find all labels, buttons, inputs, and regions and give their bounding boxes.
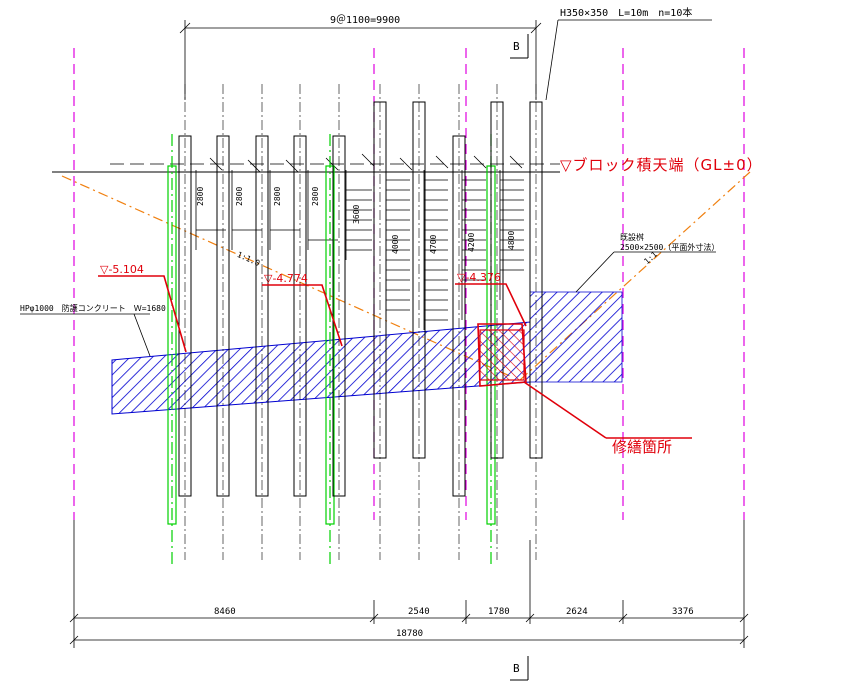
dim-total: 18780	[396, 629, 423, 639]
level-mid: ▽-4.774	[264, 272, 308, 285]
existing-shaft-hatch	[529, 291, 623, 383]
pile-spacing-label: 9＠1100=9900	[330, 14, 400, 26]
pile-spec-leader	[545, 19, 712, 101]
section-marker-bottom: B	[513, 662, 520, 675]
bottom-dimension-lines	[69, 520, 749, 648]
repair-area	[98, 275, 692, 439]
embed-length-9: 4800	[507, 231, 516, 250]
embed-length-labels: 2800 2800 2800 2800 3600 4000 4700 4200 …	[196, 187, 516, 254]
dim-3376: 3376	[672, 607, 694, 617]
embed-length-4: 2800	[311, 187, 320, 206]
excavation-steps	[195, 153, 524, 330]
pile-centerlines	[184, 84, 537, 560]
existing-shaft-size: 2500×2500（平面外寸法）	[620, 242, 719, 252]
embed-length-1: 2800	[196, 187, 205, 206]
hp-label: HPφ1000 防護コンクリート Ｗ=1680	[20, 303, 166, 313]
dim-2540: 2540	[408, 607, 430, 617]
embed-length-2: 2800	[235, 187, 244, 206]
embed-length-7: 4700	[429, 235, 438, 254]
section-marker-bottom-lines	[510, 656, 529, 681]
section-marker-top: B	[513, 40, 520, 53]
existing-shaft-leader	[575, 251, 716, 293]
embed-length-3: 2800	[273, 187, 282, 206]
pile-spec-label: H350×350 L=10m n=10本	[560, 6, 692, 19]
hp-concrete-band	[111, 321, 531, 415]
embed-length-8: 4200	[467, 233, 476, 252]
existing-shaft-label: 既設桝	[620, 232, 644, 242]
dim-2624: 2624	[566, 607, 588, 617]
repair-label: 修繕箇所	[612, 438, 672, 456]
level-left: ▽-5.104	[100, 263, 144, 276]
level-right: ▽-4.376	[457, 271, 501, 284]
hp-leader	[20, 313, 151, 357]
section-marker-top-lines	[510, 34, 529, 59]
pile-spacing-dimension	[179, 20, 542, 100]
embed-length-5: 3600	[352, 205, 361, 224]
dim-8460: 8460	[214, 607, 236, 617]
block-top-label: ▽ブロック積天端（GL±0）	[560, 156, 763, 174]
embed-length-6: 4000	[391, 235, 400, 254]
dim-1780: 1780	[488, 607, 510, 617]
